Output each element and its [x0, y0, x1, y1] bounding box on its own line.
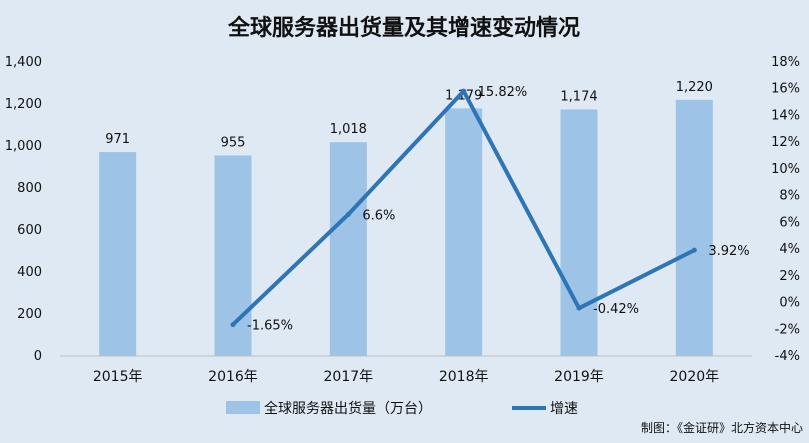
y-left-tick-label: 800	[17, 181, 42, 196]
bar-data-label: 1,174	[560, 89, 597, 104]
line-data-label: 3.92%	[708, 244, 749, 259]
line-data-label: -0.42%	[593, 302, 639, 317]
legend-bar-swatch	[226, 401, 260, 414]
line-data-label: 15.82%	[478, 85, 528, 100]
line-point	[461, 88, 467, 94]
y-axis-left: 0 200 400 600 800 1,000 1,200 1,400	[5, 55, 42, 364]
y-right-tick-label: 0%	[779, 296, 800, 311]
y-left-tick-label: 200	[17, 307, 42, 322]
line-series-group: -1.65% 6.6% 15.82% -0.42% 3.92%	[230, 85, 750, 334]
y-right-tick-label: -4%	[775, 349, 800, 364]
x-axis: 2015年 2016年 2017年 2018年 2019年 2020年	[60, 355, 752, 385]
legend: 全球服务器出货量（万台） 增速	[226, 400, 578, 417]
x-tick-label: 2017年	[324, 369, 374, 385]
y-right-tick-label: 18%	[771, 55, 800, 70]
legend-bar-label: 全球服务器出货量（万台）	[264, 400, 432, 417]
bar-data-label: 955	[221, 135, 246, 150]
line-point	[691, 247, 697, 253]
y-right-tick-label: 10%	[771, 162, 800, 177]
y-left-tick-label: 1,000	[5, 139, 42, 154]
y-right-tick-label: 14%	[771, 108, 800, 123]
y-left-tick-label: 400	[17, 265, 42, 280]
y-left-tick-label: 0	[34, 349, 42, 364]
y-right-tick-label: 6%	[779, 215, 800, 230]
line-data-label: -1.65%	[247, 319, 293, 334]
y-right-tick-label: 8%	[779, 189, 800, 204]
legend-line-label: 增速	[550, 401, 578, 417]
x-tick-label: 2015年	[93, 369, 143, 385]
x-tick-label: 2020年	[670, 369, 720, 385]
bar-data-label: 971	[105, 132, 130, 147]
bar	[329, 142, 367, 356]
y-right-tick-label: 16%	[771, 82, 800, 97]
x-tick-label: 2019年	[554, 369, 604, 385]
chart-title: 全球服务器出货量及其增速变动情况	[227, 15, 580, 41]
bar	[560, 109, 598, 357]
y-right-tick-label: -2%	[775, 322, 800, 337]
x-tick-label: 2016年	[208, 369, 258, 385]
line-point	[230, 322, 236, 328]
y-left-tick-label: 1,200	[5, 97, 42, 112]
y-right-tick-label: 2%	[779, 269, 800, 284]
y-left-tick-label: 600	[17, 223, 42, 238]
line-point	[576, 305, 582, 311]
line-point	[345, 211, 351, 217]
line-data-label: 6.6%	[362, 208, 395, 223]
x-tick-label: 2018年	[439, 369, 489, 385]
y-right-tick-label: 4%	[779, 242, 800, 257]
bar	[675, 99, 713, 357]
bar-series-group	[99, 99, 713, 357]
source-note: 制图：《金证研》北方资本中心	[641, 420, 803, 435]
bar-data-label: 1,018	[330, 122, 367, 137]
y-left-tick-label: 1,400	[5, 55, 42, 70]
y-right-tick-label: 12%	[771, 135, 800, 150]
bar	[99, 152, 137, 356]
bar	[445, 108, 483, 356]
y-axis-right: -4% -2% 0% 2% 4% 6% 8% 10% 12% 14% 16% 18%	[771, 55, 800, 364]
bar-data-label: 1,220	[676, 80, 713, 95]
